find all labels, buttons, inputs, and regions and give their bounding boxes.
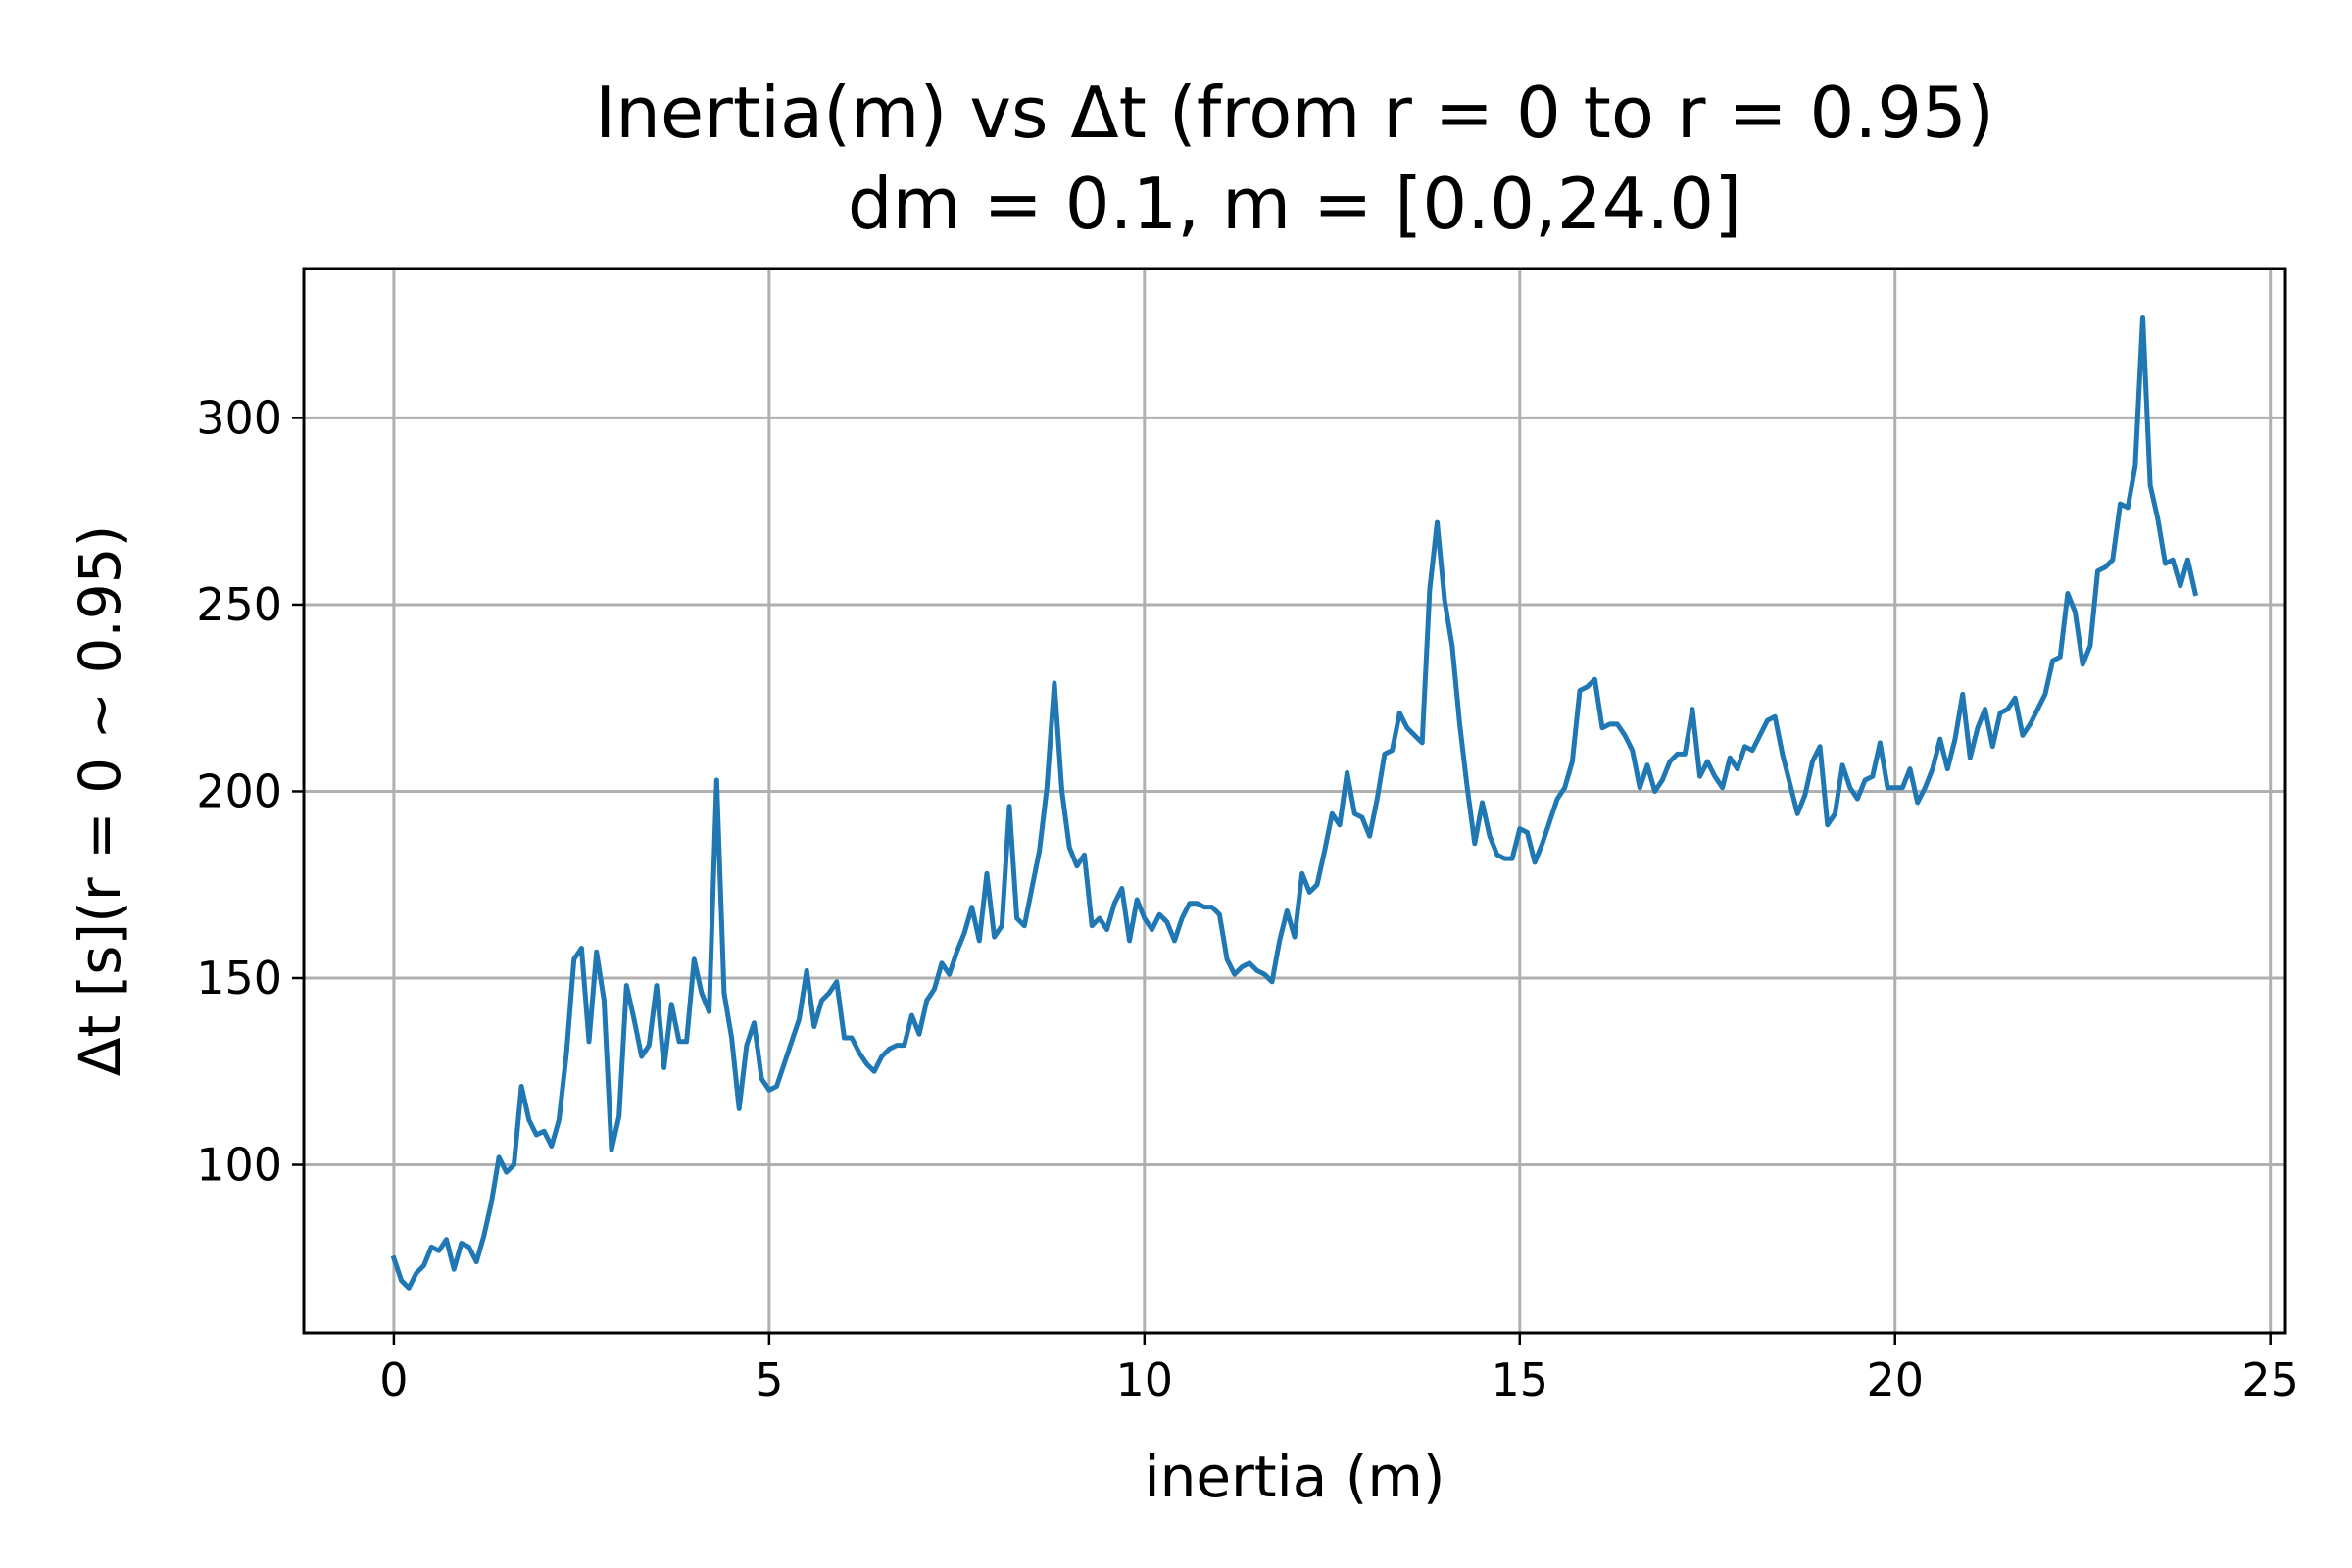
y-tick-label: 250: [196, 578, 282, 631]
x-tick-label: 20: [1866, 1353, 1924, 1406]
x-tick-label: 25: [2241, 1353, 2299, 1406]
chart-title: Inertia(m) vs Δt (from r = 0 to r = 0.95…: [595, 72, 1994, 154]
y-tick-label: 100: [196, 1139, 282, 1192]
series-layer: [390, 315, 2199, 1291]
x-tick-label: 0: [379, 1353, 408, 1406]
y-tick-label: 200: [196, 764, 282, 817]
plot-frame: [302, 267, 2287, 1335]
axis-ticks: 0 5 10 15 20 25 100 150 200 250 300: [196, 391, 2299, 1406]
x-axis-label: inertia (m): [1145, 1444, 1446, 1510]
grid: [304, 269, 2285, 1333]
y-tick-label: 150: [196, 952, 282, 1004]
x-tick-label: 15: [1491, 1353, 1548, 1406]
x-tick-label: 10: [1116, 1353, 1174, 1406]
y-tick-label: 300: [196, 391, 282, 444]
y-axis-label: Δt [s](r = 0 ~ 0.95): [67, 525, 133, 1076]
series-line: [390, 315, 2199, 1291]
x-tick-label: 5: [755, 1353, 783, 1406]
chart-subtitle: dm = 0.1, m = [0.0,24.0]: [848, 163, 1741, 245]
